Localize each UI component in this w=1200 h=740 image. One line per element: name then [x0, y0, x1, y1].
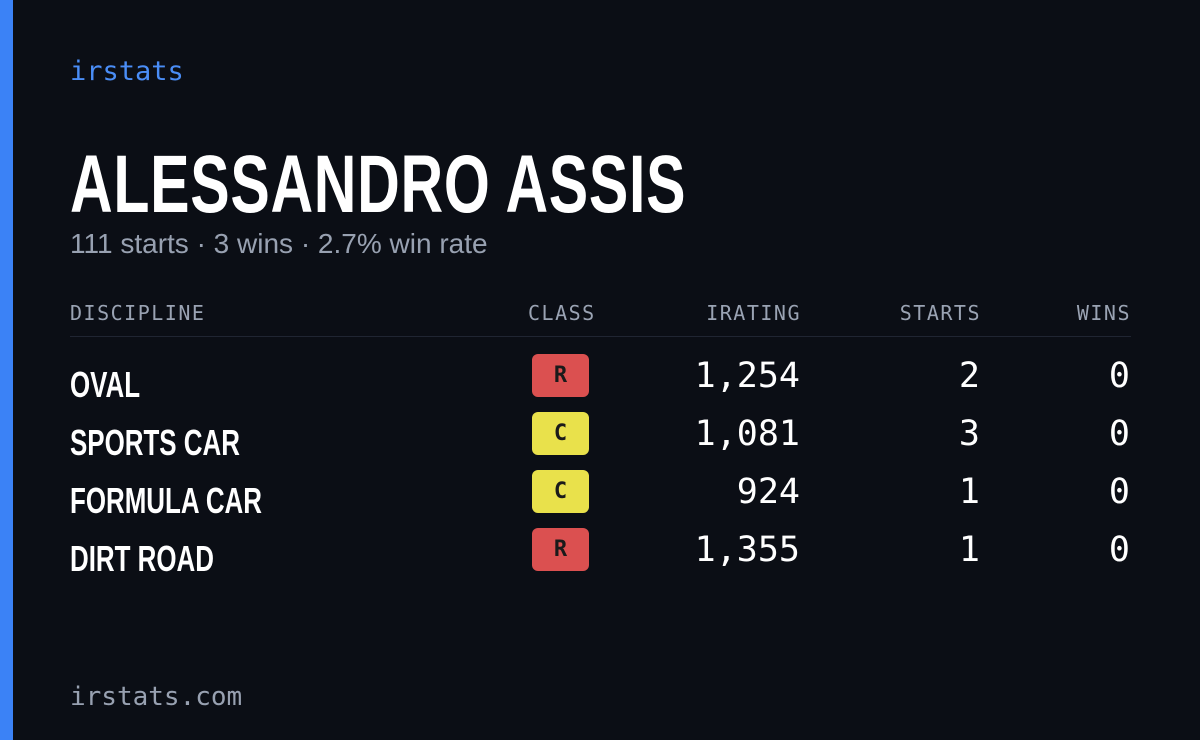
- irating: 1,355: [694, 530, 800, 570]
- wins: 0: [1108, 530, 1130, 570]
- irating: 1,081: [694, 414, 800, 454]
- discipline: DIRT ROAD: [70, 538, 214, 579]
- class-badge: R: [532, 354, 589, 397]
- discipline: OVAL: [70, 364, 141, 405]
- wins: 0: [1108, 414, 1130, 454]
- class-badge: C: [532, 470, 589, 513]
- column-header: DISCIPLINE: [70, 301, 206, 325]
- driver-name: ALESSANDRO ASSIS: [70, 139, 687, 230]
- wins: 0: [1108, 472, 1130, 512]
- column-header: IRATING: [706, 301, 801, 325]
- starts: 2: [958, 356, 980, 396]
- discipline: SPORTS CAR: [70, 422, 240, 463]
- column-header: CLASS: [528, 301, 596, 325]
- footer-url: irstats.com: [70, 682, 243, 712]
- wins: 0: [1108, 356, 1130, 396]
- irating: 1,254: [694, 356, 800, 396]
- accent-bar: [0, 0, 13, 740]
- brand: irstats: [70, 56, 184, 87]
- summary: 111 starts · 3 wins · 2.7% win rate: [70, 228, 488, 259]
- header-rule: [70, 336, 1131, 337]
- class-badge: C: [532, 412, 589, 455]
- irating: 924: [736, 472, 800, 512]
- starts: 1: [958, 472, 980, 512]
- column-header: WINS: [1076, 301, 1131, 325]
- discipline: FORMULA CAR: [70, 480, 262, 521]
- starts: 3: [958, 414, 980, 454]
- class-badge: R: [532, 528, 589, 571]
- column-header: STARTS: [899, 301, 981, 325]
- starts: 1: [958, 530, 980, 570]
